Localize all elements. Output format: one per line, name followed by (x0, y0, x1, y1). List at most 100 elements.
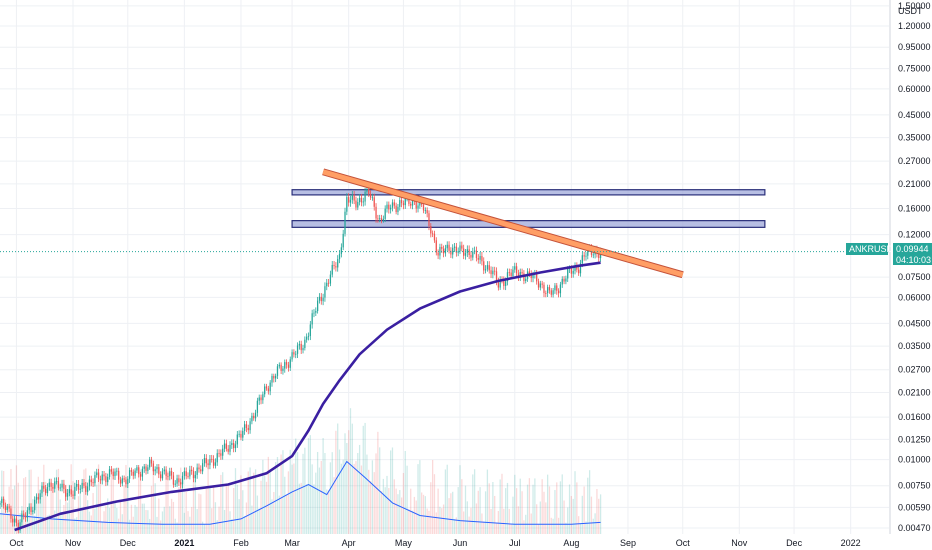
price-tick-label: 0.00750 (898, 481, 931, 491)
time-tick-label: Nov (731, 538, 748, 548)
candle-body (598, 253, 600, 259)
candle-body (490, 270, 492, 275)
time-tick-label: Oct (676, 538, 691, 548)
volume-bar (576, 482, 578, 534)
volume-bar (335, 430, 337, 534)
volume-bar (99, 481, 102, 534)
candle-body (302, 348, 304, 351)
candle-body (337, 259, 339, 268)
price-tick-label: 0.35000 (898, 133, 931, 143)
candle-body (39, 493, 41, 500)
volume-bar (207, 469, 209, 534)
volume-bar (293, 463, 295, 534)
candle-body (382, 218, 384, 221)
candle-body (273, 376, 275, 379)
volume-bar (128, 519, 131, 534)
candle-body (348, 197, 350, 203)
candle-body (220, 453, 222, 456)
candle-body (130, 470, 133, 472)
volume-bar (355, 461, 357, 534)
volume-bar (528, 478, 531, 534)
candle-body (583, 255, 585, 257)
candle-body (74, 486, 76, 496)
volume-bar (393, 479, 395, 534)
volume-bar (275, 461, 277, 534)
volume-bar (536, 504, 538, 534)
volume-bar (338, 449, 341, 534)
volume-bar (371, 460, 374, 534)
candle-body (185, 471, 187, 477)
volume-bar (596, 489, 598, 534)
volume-bar (411, 510, 414, 534)
volume-bar (327, 490, 330, 534)
candle-body (572, 270, 574, 274)
candle-body (136, 467, 138, 471)
candle-body (426, 210, 428, 214)
candle-body (275, 375, 277, 379)
candle-body (209, 458, 211, 466)
volume-bar (79, 491, 81, 534)
volume-bar (264, 475, 266, 534)
candle-body (289, 359, 291, 368)
candle-body (457, 251, 459, 253)
candle-body (399, 200, 401, 207)
candle-body (8, 506, 10, 509)
candle-body (397, 206, 399, 213)
time-tick-label: Mar (284, 538, 300, 548)
candle-body (503, 280, 505, 286)
price-tick-label: 0.12000 (898, 230, 931, 240)
volume-bar (300, 482, 302, 534)
volume-bar (532, 484, 534, 534)
volume-bar (205, 489, 207, 534)
candle-body (12, 518, 14, 523)
volume-bar (59, 499, 61, 534)
price-axis[interactable]: USDT 1.50000 1.20000 0.95000 0.75000 0.60000… (898, 1, 931, 533)
volume-bar (306, 484, 308, 534)
candle-body (508, 272, 510, 274)
candle-body (116, 470, 118, 472)
volume-bar (441, 508, 443, 534)
candle-body (488, 265, 490, 271)
candle-body (525, 278, 527, 281)
volume-bar (579, 523, 582, 534)
volume-bar (448, 498, 450, 534)
candle-body (377, 218, 379, 220)
candle-body (139, 474, 142, 477)
candle-body (333, 264, 335, 267)
volume-bar (68, 484, 71, 534)
volume-bar (72, 481, 74, 534)
time-tick-label: 2021 (174, 538, 194, 548)
resistance-zone (291, 220, 766, 228)
candle-body (194, 474, 196, 479)
time-axis[interactable]: Oct Nov Dec 2021 Feb Mar Apr May Jun Jul Aug Sep Oct… (9, 538, 860, 548)
candle-body (30, 506, 32, 512)
volume-bar (116, 507, 118, 534)
volume-bar (594, 513, 596, 534)
candle-body (196, 467, 198, 475)
volume-bar (17, 482, 19, 534)
volume-bar (165, 472, 167, 534)
candle-body (556, 285, 558, 291)
volume-bar (421, 492, 423, 534)
volume-bar (105, 506, 107, 534)
candle-body (114, 471, 116, 477)
volume-bar (459, 465, 461, 534)
price-tick-label: 0.07500 (898, 272, 931, 282)
descending-trendline[interactable] (322, 168, 684, 279)
candle-body (256, 400, 259, 413)
candle-body (395, 205, 397, 213)
candle-body (57, 481, 60, 489)
candle-body (322, 297, 324, 302)
volume-bar (472, 474, 474, 534)
candle-body (546, 287, 549, 294)
candle-body (338, 253, 341, 260)
volume-bar (234, 468, 237, 534)
volume-bar (211, 508, 213, 534)
volume-bar (271, 499, 273, 534)
candle-body (554, 285, 556, 291)
volume-bar (161, 511, 164, 534)
candle-body (576, 265, 578, 270)
candle-body (28, 506, 30, 511)
candle-body (366, 189, 368, 192)
